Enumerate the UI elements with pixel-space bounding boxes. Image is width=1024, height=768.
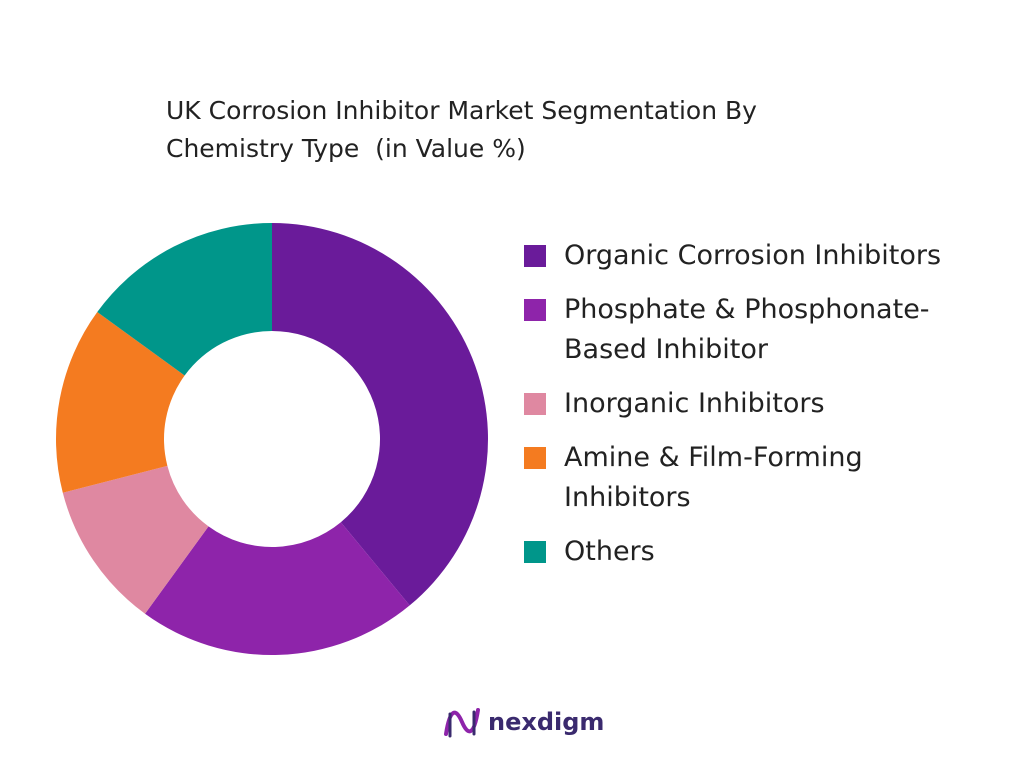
legend-label: Phosphate & Phosphonate-Based Inhibitor — [564, 294, 930, 365]
legend-swatch — [524, 541, 546, 563]
legend: Organic Corrosion Inhibitors Phosphate & … — [524, 236, 974, 586]
legend-label: Inorganic Inhibitors — [564, 388, 825, 419]
brand-logo — [444, 708, 480, 738]
legend-swatch — [524, 393, 546, 415]
legend-item: Others — [524, 532, 974, 572]
slice — [272, 223, 488, 606]
legend-swatch — [524, 447, 546, 469]
legend-swatch — [524, 299, 546, 321]
legend-item: Organic Corrosion Inhibitors — [524, 236, 974, 276]
brand-name: nexdigm — [488, 708, 605, 736]
slice — [145, 522, 410, 656]
legend-label: Organic Corrosion Inhibitors — [564, 240, 942, 271]
legend-label: Others — [564, 536, 655, 567]
legend-item: Inorganic Inhibitors — [524, 384, 974, 424]
legend-swatch — [524, 245, 546, 267]
legend-item: Amine & Film-Forming Inhibitors — [524, 438, 974, 518]
slice — [97, 223, 273, 376]
slice — [62, 465, 209, 614]
legend-item: Phosphate & Phosphonate-Based Inhibitor — [524, 290, 974, 370]
chart-title: UK Corrosion Inhibitor Market Segmentati… — [166, 96, 765, 163]
brand: nexdigm — [442, 704, 604, 740]
legend-label: Amine & Film-Forming Inhibitors — [564, 442, 863, 513]
slice — [55, 312, 185, 493]
